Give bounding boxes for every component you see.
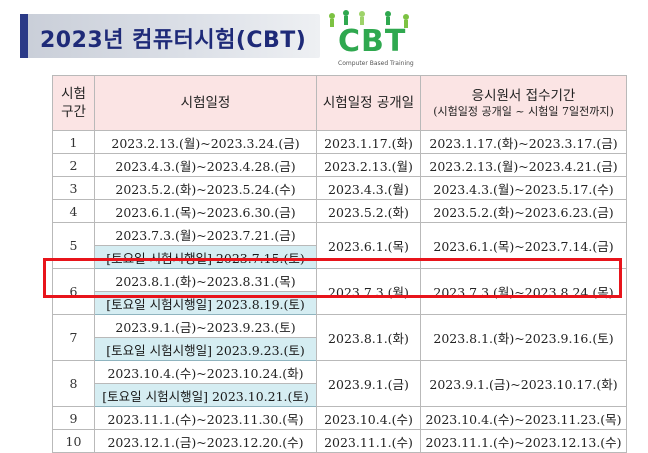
- exam-cell: 2023.2.13.(월)~2023.3.24.(금): [94, 130, 317, 154]
- exam-cell: 2023.9.1.(금)~2023.9.23.(토): [94, 314, 317, 338]
- header-round-line2: 구간: [61, 104, 86, 120]
- page-title: 2023년 컴퓨터시험(CBT): [40, 28, 307, 53]
- table-row-saturday: [토요일 시험시행일] 2023.9.23.(토): [53, 337, 627, 361]
- apply-cell: 2023.4.3.(월)~2023.5.17.(수): [420, 176, 627, 200]
- exam-cell: 2023.8.1.(화)~2023.8.31.(목): [94, 268, 317, 292]
- round-cell: 4: [52, 199, 95, 223]
- exam-cell: 2023.10.4.(수)~2023.10.24.(화): [94, 360, 317, 384]
- apply-cell: 2023.6.1.(목)~2023.7.14.(금): [420, 222, 627, 269]
- round-cell: 7: [52, 314, 95, 361]
- table-row-saturday: [토요일 시험시행일] 2023.7.15.(토): [53, 245, 627, 269]
- exam-cell: 2023.5.2.(화)~2023.5.24.(수): [94, 176, 317, 200]
- header-exam-dates: 시험일정: [94, 75, 317, 131]
- exam-cell: 2023.6.1.(목)~2023.6.30.(금): [94, 199, 317, 223]
- header-application: 응시원서 접수기간 (시험일정 공개일 ~ 시험일 7일전까지): [420, 75, 627, 131]
- table-row-saturday: [토요일 시험시행일] 2023.10.21.(토): [53, 383, 627, 407]
- round-cell: 8: [52, 360, 95, 407]
- exam-cell: 2023.4.3.(월)~2023.4.28.(금): [94, 153, 317, 177]
- announce-cell: 2023.2.13.(월): [316, 153, 421, 177]
- announce-cell: 2023.4.3.(월): [316, 176, 421, 200]
- exam-cell: 2023.11.1.(수)~2023.11.30.(목): [94, 406, 317, 430]
- saturday-exam-cell: [토요일 시험시행일] 2023.9.23.(토): [94, 337, 317, 361]
- round-cell: 2: [52, 153, 95, 177]
- table-row: 2 2023.4.3.(월)~2023.4.28.(금) 2023.2.13.(…: [52, 153, 627, 177]
- table-row: 5 2023.7.3.(월)~2023.7.21.(금) 2023.6.1.(목…: [52, 222, 627, 269]
- round-cell: 1: [52, 130, 95, 154]
- header: 2023년 컴퓨터시험(CBT) CBT Computer Based Trai…: [0, 0, 648, 72]
- round-cell: 10: [52, 429, 95, 453]
- logo-subtitle: Computer Based Training: [338, 60, 414, 67]
- exam-cell: 2023.12.1.(금)~2023.12.20.(수): [94, 429, 317, 453]
- exam-cell: 2023.7.3.(월)~2023.7.21.(금): [94, 222, 317, 246]
- announce-cell: 2023.5.2.(화): [316, 199, 421, 223]
- header-round-line1: 시험: [61, 86, 86, 102]
- announce-cell: 2023.9.1.(금): [316, 360, 421, 407]
- table-row: 4 2023.6.1.(목)~2023.6.30.(금) 2023.5.2.(화…: [52, 199, 627, 223]
- header-round: 시험 구간: [52, 75, 95, 131]
- table-row: 3 2023.5.2.(화)~2023.5.24.(수) 2023.4.3.(월…: [52, 176, 627, 200]
- round-cell: 9: [52, 406, 95, 430]
- saturday-exam-cell: [토요일 시험시행일] 2023.10.21.(토): [94, 383, 317, 407]
- table-row: 10 2023.12.1.(금)~2023.12.20.(수) 2023.11.…: [52, 429, 627, 453]
- table-header-row: 시험 구간 시험일정 시험일정 공개일 응시원서 접수기간 (시험일정 공개일 …: [52, 75, 627, 131]
- apply-cell: 2023.2.13.(월)~2023.4.21.(금): [420, 153, 627, 177]
- people-icon: [329, 10, 409, 28]
- round-6-highlight-box: [43, 258, 622, 298]
- announce-cell: 2023.10.4.(수): [316, 406, 421, 430]
- table-row: 9 2023.11.1.(수)~2023.11.30.(목) 2023.10.4…: [52, 406, 627, 430]
- header-application-line2: (시험일정 공개일 ~ 시험일 7일전까지): [433, 105, 614, 118]
- apply-cell: 2023.5.2.(화)~2023.6.23.(금): [420, 199, 627, 223]
- title-banner: [20, 14, 320, 58]
- table-row: 8 2023.10.4.(수)~2023.10.24.(화) 2023.9.1.…: [52, 360, 627, 407]
- round-cell: 3: [52, 176, 95, 200]
- header-announce: 시험일정 공개일: [316, 75, 421, 131]
- apply-cell: 2023.11.1.(수)~2023.12.13.(수): [420, 429, 627, 453]
- table-row: 1 2023.2.13.(월)~2023.3.24.(금) 2023.1.17.…: [52, 130, 627, 154]
- announce-cell: 2023.11.1.(수): [316, 429, 421, 453]
- header-application-line1: 응시원서 접수기간: [471, 88, 576, 104]
- apply-cell: 2023.1.17.(화)~2023.3.17.(금): [420, 130, 627, 154]
- apply-cell: 2023.8.1.(화)~2023.9.16.(토): [420, 314, 627, 361]
- title-accent-bar: [20, 14, 28, 58]
- apply-cell: 2023.9.1.(금)~2023.10.17.(화): [420, 360, 627, 407]
- logo-text: CBT: [338, 24, 407, 59]
- apply-cell: 2023.10.4.(수)~2023.11.23.(목): [420, 406, 627, 430]
- table-row: 7 2023.9.1.(금)~2023.9.23.(토) 2023.8.1.(화…: [52, 314, 627, 361]
- announce-cell: 2023.1.17.(화): [316, 130, 421, 154]
- announce-cell: 2023.8.1.(화): [316, 314, 421, 361]
- cbt-logo: CBT Computer Based Training: [322, 8, 426, 70]
- saturday-exam-cell: [토요일 시험시행일] 2023.7.15.(토): [94, 245, 317, 269]
